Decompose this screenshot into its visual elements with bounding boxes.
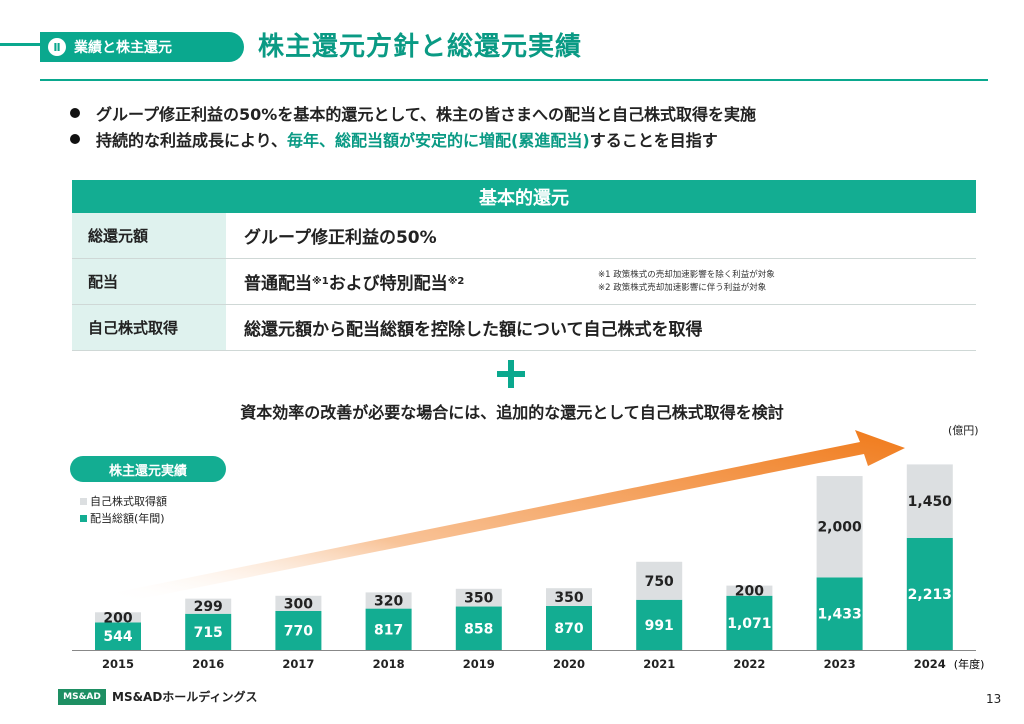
x-tick-label: 2024 xyxy=(914,657,946,671)
legend-swatch xyxy=(80,514,87,522)
data-label-dividend: 991 xyxy=(645,618,674,634)
bar-dividend xyxy=(95,622,141,650)
row-value: 総還元額から配当総額を控除した額について自己株式を取得 xyxy=(244,320,703,340)
data-label-dividend: 1,071 xyxy=(727,616,771,632)
data-label-dividend: 858 xyxy=(464,621,493,637)
company-name: MS&ADホールディングス xyxy=(112,690,258,704)
data-label-buyback: 200 xyxy=(103,610,132,626)
bar-buyback xyxy=(185,598,232,614)
plus-icon xyxy=(497,360,525,388)
row-label: 総還元額 xyxy=(72,213,226,258)
row-value-part: および特別配当 xyxy=(328,274,448,294)
bullet-item: 持続的な利益成長により、 毎年、総配当額が安定的に増配(累進配当) することを目… xyxy=(70,127,718,151)
section-tag: Ⅱ 業績と株主還元 xyxy=(40,32,244,62)
bar-dividend xyxy=(726,595,773,650)
bar-buyback xyxy=(546,588,592,606)
bar-buyback xyxy=(365,592,412,609)
bullet-dot-icon xyxy=(70,108,80,118)
bar-dividend xyxy=(455,606,502,650)
table-row: 配当 普通配当 ※1 および特別配当 ※2 ※1 政策株式の売却加速影響を除く利益が対… xyxy=(72,259,976,305)
data-label-dividend: 817 xyxy=(374,622,403,638)
footnote-mark: ※2 xyxy=(447,276,465,287)
policy-table-heading: 基本的還元 xyxy=(72,180,976,213)
policy-table: 基本的還元 総還元額 グループ修正利益の50% 配当 普通配当 ※1 および特別配当… xyxy=(72,180,976,351)
bar-dividend xyxy=(816,577,863,650)
additional-return-text: 資本効率の改善が必要な場合には、追加的な還元として自己株式取得を検討 xyxy=(240,403,784,422)
x-tick-label: 2017 xyxy=(282,657,314,671)
bar-dividend xyxy=(546,605,592,650)
x-tick-label: 2021 xyxy=(643,657,675,671)
data-label-buyback: 350 xyxy=(554,590,583,606)
legend-label: 自己株式取得額 xyxy=(90,495,167,508)
x-axis-suffix: (年度) xyxy=(954,657,985,671)
x-tick-label: 2022 xyxy=(733,657,765,671)
data-label-buyback: 200 xyxy=(735,584,764,600)
row-label: 自己株式取得 xyxy=(72,305,226,350)
bullet-item: グループ修正利益の50%を基本的還元として、株主の皆さまへの配当と自己株式取得を… xyxy=(70,101,756,125)
bar-dividend xyxy=(365,608,412,650)
bullet-highlight: 毎年、総配当額が安定的に増配(累進配当) xyxy=(287,131,590,150)
data-label-dividend: 1,433 xyxy=(817,607,861,623)
legend-swatch xyxy=(80,497,87,505)
bar-buyback xyxy=(275,595,322,611)
page-title: 株主還元方針と総還元実績 xyxy=(258,32,583,62)
bar-buyback xyxy=(906,464,953,538)
row-value-part: 普通配当 xyxy=(244,274,312,294)
data-label-buyback: 1,450 xyxy=(908,494,953,510)
section-number: Ⅱ xyxy=(48,38,66,56)
x-tick-label: 2023 xyxy=(824,657,856,671)
data-label-buyback: 320 xyxy=(374,593,403,609)
bar-dividend xyxy=(185,613,232,650)
bar-buyback xyxy=(816,476,863,578)
data-label-dividend: 715 xyxy=(194,625,223,641)
data-label-dividend: 770 xyxy=(284,623,313,639)
footnotes: ※1 政策株式の売却加速影響を除く利益が対象 ※2 政策株式売却加速影響に伴う利… xyxy=(598,269,775,295)
bar-buyback xyxy=(636,561,683,600)
bar-buyback xyxy=(455,588,502,607)
chart-title-badge: 株主還元実績 xyxy=(70,456,226,482)
table-row: 自己株式取得 総還元額から配当総額を控除した額について自己株式を取得 xyxy=(72,305,976,351)
data-label-dividend: 2,213 xyxy=(908,587,952,603)
footnote: ※1 政策株式の売却加速影響を除く利益が対象 xyxy=(598,270,775,280)
data-label-dividend: 870 xyxy=(554,621,583,637)
x-tick-label: 2019 xyxy=(463,657,495,671)
footnote: ※2 政策株式売却加速影響に伴う利益が対象 xyxy=(598,283,767,293)
legend-label: 配当総額(年間) xyxy=(90,512,165,525)
footnote-mark: ※1 xyxy=(312,276,329,287)
bar-dividend xyxy=(636,599,683,650)
x-tick-label: 2016 xyxy=(192,657,224,671)
unit-label: (億円) xyxy=(948,424,979,437)
company-logo: MS&AD xyxy=(58,689,106,705)
x-tick-label: 2015 xyxy=(102,657,134,671)
table-row: 総還元額 グループ修正利益の50% xyxy=(72,213,976,259)
title-divider xyxy=(40,79,988,81)
data-label-buyback: 2,000 xyxy=(817,520,862,536)
bar-dividend xyxy=(906,537,953,650)
row-value: グループ修正利益の50% xyxy=(244,228,437,248)
legend-item-dividend: 配当総額(年間) xyxy=(80,510,165,526)
page-number: 13 xyxy=(986,692,1002,706)
data-label-buyback: 350 xyxy=(464,591,493,607)
bar-dividend xyxy=(275,610,322,650)
bullet-text: グループ修正利益の50%を基本的還元として、株主の皆さまへの配当と自己株式取得を… xyxy=(96,105,757,124)
data-label-buyback: 750 xyxy=(645,574,674,590)
data-label-buyback: 299 xyxy=(194,599,223,615)
data-label-dividend: 544 xyxy=(103,629,132,645)
x-tick-label: 2018 xyxy=(373,657,405,671)
header-accent-line xyxy=(0,43,58,46)
growth-arrow-icon xyxy=(118,430,905,602)
bar-buyback xyxy=(95,612,141,623)
x-tick-label: 2020 xyxy=(553,657,585,671)
section-label: 業績と株主還元 xyxy=(74,40,172,56)
bullet-dot-icon xyxy=(70,134,80,144)
bullet-text: 持続的な利益成長により、 xyxy=(96,131,288,150)
row-label: 配当 xyxy=(72,259,226,304)
data-label-buyback: 300 xyxy=(284,596,313,612)
bullet-text: することを目指す xyxy=(589,131,718,150)
legend-item-buyback: 自己株式取得額 xyxy=(80,493,167,509)
row-value: 普通配当 ※1 および特別配当 ※2 ※1 政策株式の売却加速影響を除く利益が対象 ※… xyxy=(226,259,976,304)
bar-buyback xyxy=(726,585,773,596)
